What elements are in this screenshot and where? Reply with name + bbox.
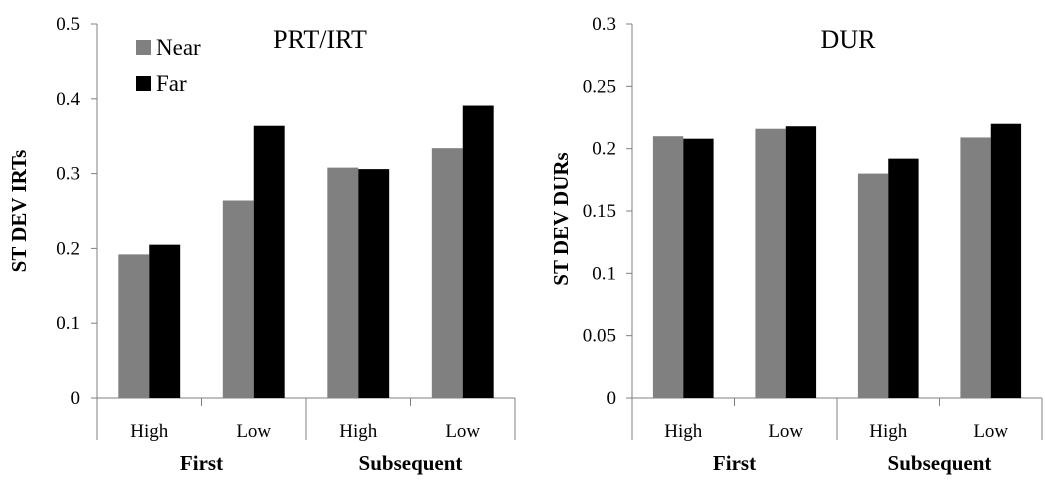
legend-swatch-near xyxy=(136,40,151,55)
y-tick-label: 0 xyxy=(607,388,617,409)
y-tick-label: 0.2 xyxy=(56,238,80,259)
bar-near-1-0 xyxy=(652,136,684,398)
chart-title: PRT/IRT xyxy=(273,25,367,54)
bar-far-1-1 xyxy=(785,126,817,398)
x-category-label: Low xyxy=(768,421,803,442)
legend-swatch-far xyxy=(136,76,151,91)
chart-title: DUR xyxy=(821,25,877,54)
legend-label: Near xyxy=(156,35,201,60)
x-category-label: Low xyxy=(973,421,1008,442)
bar-near-0-3 xyxy=(431,148,463,398)
y-tick-label: 0.5 xyxy=(56,14,80,35)
x-category-label: High xyxy=(339,421,378,442)
x-category-label: Low xyxy=(445,421,480,442)
bar-far-0-3 xyxy=(462,105,494,399)
bar-far-0-1 xyxy=(253,125,285,398)
y-axis-label: ST DEV DURs xyxy=(549,152,573,285)
bar-far-1-3 xyxy=(990,123,1022,398)
bar-near-1-1 xyxy=(755,128,786,398)
y-axis-label: ST DEV IRTs xyxy=(7,150,31,273)
x-category-label: High xyxy=(664,421,703,442)
y-tick-label: 0 xyxy=(71,388,81,409)
bar-near-0-1 xyxy=(222,200,254,398)
y-tick-label: 0.05 xyxy=(583,326,616,347)
bar-far-1-2 xyxy=(888,158,919,398)
x-category-label: Low xyxy=(236,421,271,442)
bar-near-1-3 xyxy=(960,137,991,399)
x-group-label: First xyxy=(713,451,756,475)
y-tick-label: 0.25 xyxy=(583,76,616,97)
bar-near-0-2 xyxy=(327,167,359,398)
y-tick-label: 0.1 xyxy=(592,263,616,284)
x-category-label: High xyxy=(130,421,169,442)
y-tick-label: 0.1 xyxy=(56,313,80,334)
y-tick-label: 0.3 xyxy=(592,14,616,35)
y-tick-label: 0.3 xyxy=(56,164,80,185)
bar-near-1-2 xyxy=(857,173,889,398)
x-group-label: Subsequent xyxy=(359,451,463,475)
bar-near-0-0 xyxy=(118,254,150,398)
bar-far-0-0 xyxy=(149,244,181,398)
y-tick-label: 0.15 xyxy=(583,201,616,222)
bar-far-0-2 xyxy=(358,169,390,398)
x-group-label: First xyxy=(180,451,223,475)
x-category-label: High xyxy=(869,421,908,442)
bar-far-1-0 xyxy=(683,138,714,398)
x-group-label: Subsequent xyxy=(888,451,992,475)
y-tick-label: 0.2 xyxy=(592,139,616,160)
legend-label: Far xyxy=(156,71,187,96)
y-tick-label: 0.4 xyxy=(56,89,80,110)
